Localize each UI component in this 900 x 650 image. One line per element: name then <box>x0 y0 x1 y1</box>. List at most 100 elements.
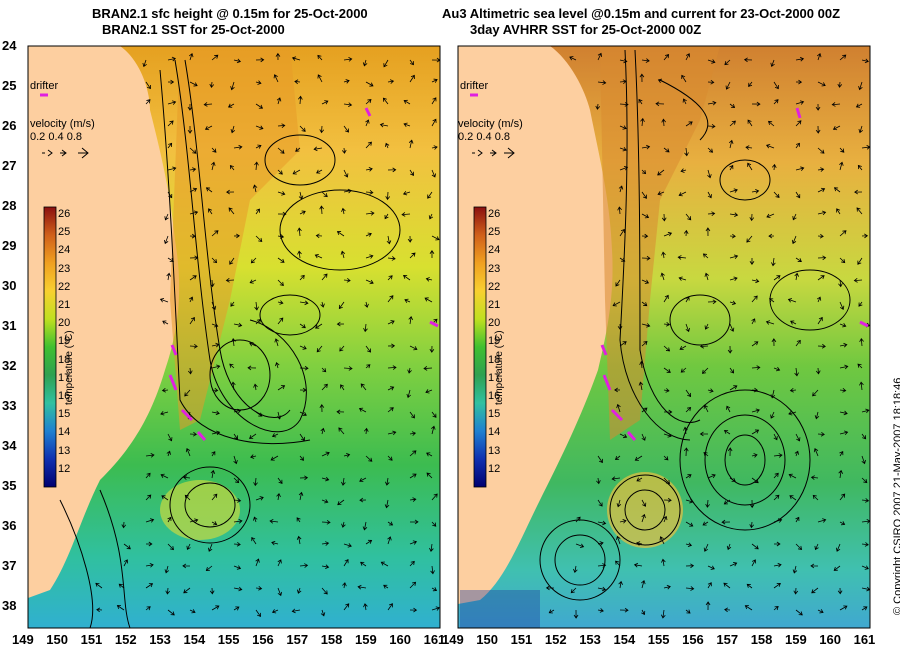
velocity-arrow <box>315 233 323 239</box>
lat-label: 38 <box>2 598 17 613</box>
velocity-arrow <box>295 147 301 152</box>
left-eddy-warm <box>160 480 240 540</box>
velocity-arrow <box>641 213 650 219</box>
velocity-arrow <box>837 81 843 88</box>
velocity-arrow <box>861 542 869 547</box>
velocity-arrow <box>748 81 753 87</box>
velocity-arrow <box>233 541 241 547</box>
velocity-arrow <box>751 543 759 550</box>
lon-label: 157 <box>286 632 309 647</box>
right-drifter-edge <box>859 320 869 328</box>
velocity-arrow <box>336 231 345 237</box>
velocity-arrow <box>123 543 131 550</box>
velocity-arrow <box>209 279 215 288</box>
velocity-arrow <box>365 254 374 259</box>
velocity-arrow <box>277 234 285 239</box>
velocity-arrow <box>365 81 374 87</box>
velocity-arrow <box>233 408 242 414</box>
velocity-arrow <box>619 79 627 84</box>
velocity-arrow <box>426 472 433 479</box>
velocity-arrow <box>319 205 324 215</box>
velocity-arrow <box>277 123 286 128</box>
velocity-arrow <box>615 279 621 287</box>
velocity-arrow <box>255 411 263 417</box>
velocity-arrow <box>409 540 418 545</box>
velocity-arrow <box>142 59 147 68</box>
velocity-arrow <box>770 411 775 419</box>
lon-label: 155 <box>217 632 240 647</box>
velocity-arrow <box>663 515 668 523</box>
velocity-arrow <box>321 383 328 391</box>
velocity-arrow <box>189 255 199 261</box>
velocity-arrow <box>773 472 779 479</box>
velocity-arrow <box>751 101 761 107</box>
velocity-arrow <box>187 103 193 111</box>
velocity-arrow <box>685 53 691 61</box>
velocity-arrow <box>275 52 281 61</box>
velocity-arrow <box>617 206 622 215</box>
velocity-arrow <box>795 79 803 85</box>
velocity-arrow <box>233 433 238 440</box>
velocity-arrow <box>227 103 235 108</box>
velocity-arrow <box>230 301 235 307</box>
velocity-arrow <box>233 144 243 150</box>
velocity-arrow <box>817 343 826 349</box>
velocity-arrow <box>96 607 103 613</box>
velocity-arrow <box>663 231 673 237</box>
velocity-arrow <box>145 541 153 547</box>
velocity-arrow <box>792 565 798 574</box>
velocity-arrow <box>387 343 396 349</box>
velocity-arrow <box>856 207 863 215</box>
velocity-arrow <box>145 583 154 589</box>
velocity-arrow <box>343 79 350 84</box>
velocity-arrow <box>681 74 687 83</box>
velocity-arrow <box>660 272 665 281</box>
velocity-arrow <box>233 233 240 239</box>
colorbar-tick: 20 <box>58 317 71 330</box>
velocity-arrow <box>663 497 672 503</box>
velocity-arrow <box>387 430 397 436</box>
velocity-arrow <box>773 81 779 90</box>
velocity-arrow <box>409 560 415 567</box>
lat-label: 36 <box>2 518 17 533</box>
velocity-arrow <box>723 499 731 505</box>
velocity-arrow <box>597 608 604 613</box>
velocity-arrow <box>340 384 345 391</box>
velocity-arrow <box>721 519 731 525</box>
velocity-arrow <box>814 411 820 420</box>
velocity-arrow <box>211 147 217 153</box>
velocity-arrow <box>321 273 328 281</box>
lon-label: 154 <box>613 632 636 647</box>
velocity-arrow <box>794 367 799 377</box>
velocity-arrow <box>751 477 759 484</box>
velocity-arrow <box>317 74 323 83</box>
left-drifter-edge <box>429 320 439 328</box>
left-drifter-tracks-coast <box>168 344 207 441</box>
lon-label: 151 <box>510 632 533 647</box>
velocity-arrow <box>386 235 392 245</box>
velocity-arrow <box>297 250 302 259</box>
velocity-arrow <box>663 367 671 373</box>
velocity-arrow <box>545 585 555 591</box>
velocity-arrow <box>597 52 603 61</box>
colorbar-tick: 26 <box>58 208 71 220</box>
left-land <box>28 46 180 598</box>
lat-label: 25 <box>2 78 17 93</box>
velocity-arrow <box>189 81 198 87</box>
velocity-arrow <box>638 381 644 391</box>
velocity-arrow <box>299 300 309 306</box>
velocity-arrow <box>839 54 847 61</box>
velocity-arrow <box>431 606 440 611</box>
colorbar-tick: 14 <box>58 426 71 439</box>
velocity-arrow <box>365 167 373 172</box>
velocity-arrow <box>299 455 304 461</box>
velocity-arrow <box>751 387 759 393</box>
velocity-arrow <box>166 450 171 457</box>
velocity-arrow <box>341 147 347 154</box>
velocity-arrow <box>296 535 302 545</box>
velocity-arrow <box>387 365 397 370</box>
left-frame <box>27 45 441 629</box>
velocity-arrow <box>387 407 394 413</box>
velocity-arrow <box>299 345 307 350</box>
velocity-arrow <box>299 475 309 481</box>
